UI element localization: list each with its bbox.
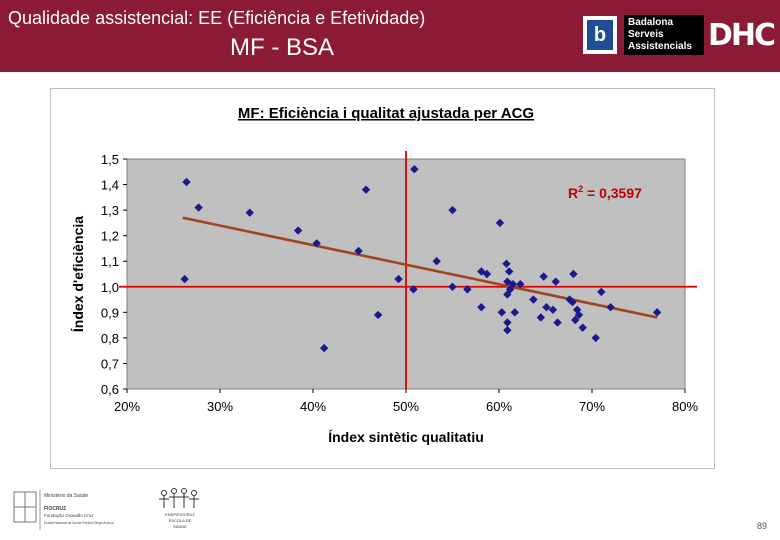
data-point (503, 326, 512, 335)
bsa-logo: Badalona Serveis Assistencials (624, 15, 704, 55)
y-tick-label: 1,3 (101, 203, 119, 218)
data-point (448, 205, 457, 215)
slide-subtitle: MF - BSA (230, 34, 335, 61)
page-number: 89 (757, 521, 768, 531)
chart-title: MF: Eficiència i qualitat ajustada per A… (238, 105, 534, 122)
data-point (463, 285, 472, 294)
dhc-logo: DHC (708, 18, 776, 53)
slide-title: Qualidade assistencial: EE (Eficiência e… (8, 8, 426, 28)
data-point (516, 280, 525, 289)
r-squared-label: R2 = 0,3597 (568, 184, 642, 201)
x-tick-label: 60% (486, 399, 512, 414)
footer-org-line: FIOCRUZ (44, 506, 66, 512)
bsa-logo-line: Badalona (628, 17, 674, 28)
ministry-emblem-icon (13, 491, 37, 523)
data-point (565, 295, 574, 304)
data-point (312, 239, 321, 248)
badalona-b-logo: b (583, 16, 617, 54)
data-point (194, 203, 203, 212)
footer-org-line: Escola Nacional de Saúde Pública Sergio … (44, 521, 114, 525)
data-point (503, 318, 512, 327)
data-point (508, 280, 518, 289)
data-point (652, 308, 662, 317)
y-tick-label: 1,4 (101, 178, 119, 193)
data-point (597, 287, 606, 297)
ensp-logo-line: ESCOLA DE (169, 518, 192, 523)
data-point (497, 308, 506, 317)
data-point (354, 246, 363, 256)
data-point (571, 315, 580, 325)
data-point (495, 218, 505, 228)
data-point (578, 323, 587, 332)
data-point (606, 303, 615, 312)
logo-b-letter: b (587, 20, 613, 50)
data-point (448, 282, 457, 291)
data-point (569, 269, 578, 279)
data-point (409, 285, 418, 294)
x-tick-label: 30% (207, 399, 233, 414)
data-point (432, 257, 441, 266)
x-tick-label: 80% (672, 399, 698, 414)
r-squared-superscript: 2 (578, 184, 583, 194)
y-tick-label: 0,7 (101, 356, 119, 371)
data-point (551, 277, 560, 286)
y-tick-label: 1,2 (101, 229, 119, 244)
header-bar: Qualidade assistencial: EE (Eficiência e… (0, 0, 780, 72)
data-point (410, 165, 419, 174)
data-point (503, 290, 512, 299)
x-tick-label: 50% (393, 399, 419, 414)
ensp-logo-line: SAÚDE (173, 524, 187, 529)
fiocruz-logo: Ministério da Saúde FIOCRUZ Fundação Osw… (13, 490, 114, 530)
data-point (539, 272, 548, 281)
data-point (482, 269, 492, 279)
chart-frame: MF: Eficiència i qualitat ajustada per A… (50, 88, 715, 469)
people-group-icon (159, 488, 199, 508)
data-point (245, 208, 254, 217)
trendline (182, 216, 658, 319)
y-tick-label: 1,1 (101, 254, 119, 269)
y-tick-label: 0,6 (101, 382, 119, 397)
data-point (505, 267, 514, 276)
footer-org-line: Fundação Oswaldo Cruz (44, 513, 94, 518)
y-tick-label: 1,0 (101, 280, 119, 295)
footer-org-line: Ministério da Saúde (44, 493, 88, 499)
y-tick-label: 0,8 (101, 331, 119, 346)
bsa-logo-line: Assistencials (628, 41, 692, 52)
r-squared-value: = 0,3597 (583, 185, 642, 201)
data-point (477, 303, 486, 312)
data-point (319, 343, 329, 353)
data-point (361, 185, 371, 194)
x-tick-label: 20% (114, 399, 140, 414)
ensp-logo: ENSP/FIOCRUZ ESCOLA DE SAÚDE (159, 488, 199, 529)
x-tick-label: 40% (300, 399, 326, 414)
data-point (182, 177, 191, 187)
y-tick-label: 0,9 (101, 305, 119, 320)
data-point (293, 226, 303, 235)
y-tick-label: 1,5 (101, 152, 119, 167)
scatter-chart: MF: Eficiència i qualitat ajustada per A… (70, 105, 698, 445)
data-point (502, 259, 511, 268)
x-tick-label: 70% (579, 399, 605, 414)
ensp-logo-line: ENSP/FIOCRUZ (165, 512, 195, 517)
y-axis-label: Índex d'eficiència (70, 216, 86, 332)
bsa-logo-line: Serveis (628, 29, 664, 40)
x-axis-label: Índex sintètic qualitatiu (328, 429, 484, 445)
data-point (536, 313, 546, 322)
